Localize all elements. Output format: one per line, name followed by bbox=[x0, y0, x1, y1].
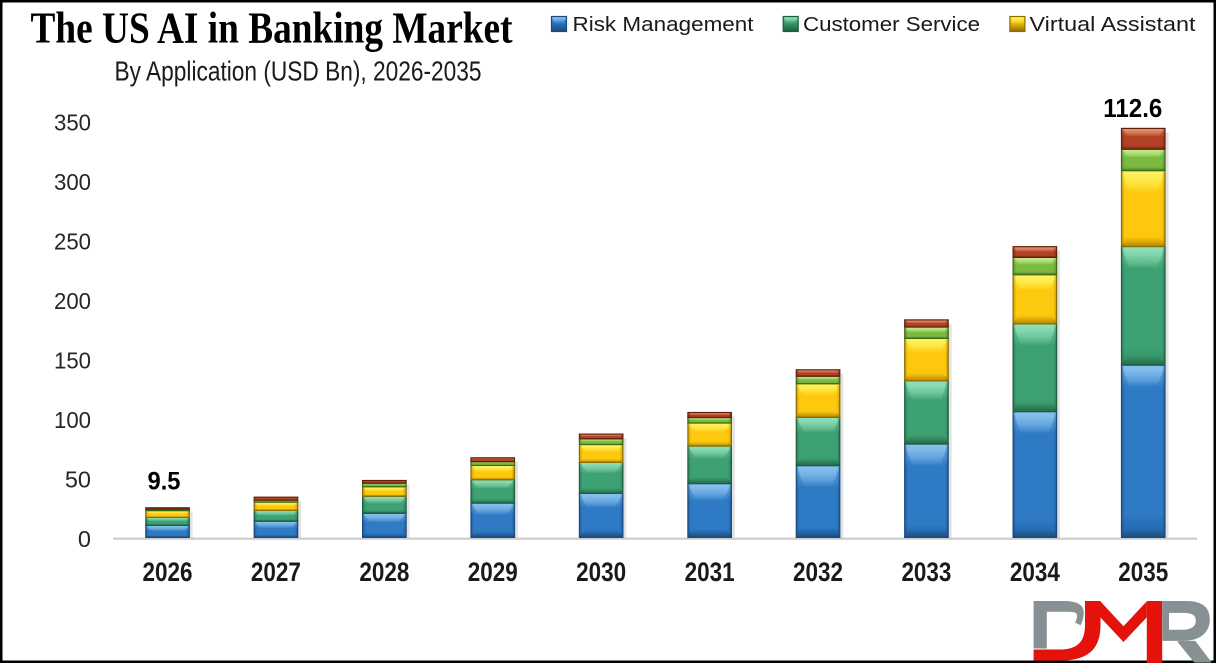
svg-text:Customer Service: Customer Service bbox=[803, 14, 980, 36]
svg-text:112.6: 112.6 bbox=[1103, 95, 1162, 123]
svg-text:2033: 2033 bbox=[901, 557, 951, 587]
svg-text:2032: 2032 bbox=[793, 557, 843, 587]
svg-text:0: 0 bbox=[78, 526, 91, 552]
svg-text:9.5: 9.5 bbox=[148, 468, 181, 496]
svg-text:Virtual Assistant: Virtual Assistant bbox=[1030, 14, 1197, 36]
svg-text:By Application (USD Bn), 2026-: By Application (USD Bn), 2026-2035 bbox=[115, 56, 482, 87]
svg-text:2034: 2034 bbox=[1010, 557, 1060, 587]
svg-text:2029: 2029 bbox=[468, 557, 518, 587]
svg-text:250: 250 bbox=[54, 228, 91, 254]
svg-text:200: 200 bbox=[54, 288, 91, 314]
svg-text:100: 100 bbox=[54, 407, 91, 433]
svg-text:50: 50 bbox=[65, 466, 91, 492]
svg-text:350: 350 bbox=[54, 109, 91, 135]
svg-text:2035: 2035 bbox=[1118, 557, 1168, 587]
svg-text:150: 150 bbox=[54, 347, 91, 373]
svg-text:Risk Management: Risk Management bbox=[573, 14, 754, 36]
svg-text:2027: 2027 bbox=[251, 557, 301, 587]
svg-text:300: 300 bbox=[54, 169, 91, 195]
svg-text:The US AI in Banking Market: The US AI in Banking Market bbox=[31, 4, 513, 53]
svg-text:2030: 2030 bbox=[576, 557, 626, 587]
svg-text:2026: 2026 bbox=[143, 557, 193, 587]
svg-text:2028: 2028 bbox=[359, 557, 409, 587]
svg-text:2031: 2031 bbox=[685, 557, 735, 587]
